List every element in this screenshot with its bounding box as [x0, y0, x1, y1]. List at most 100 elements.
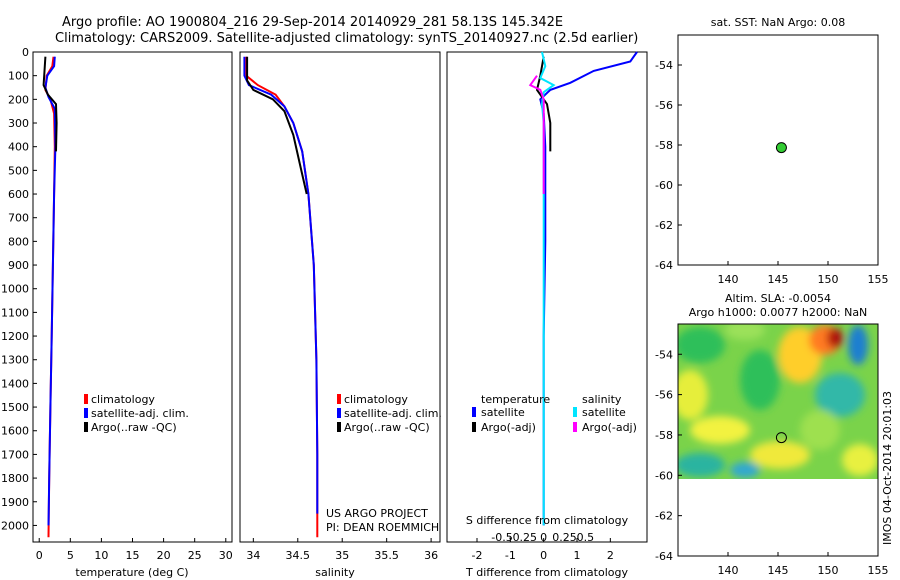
project-annotation: US ARGO PROJECT: [326, 507, 428, 520]
s-tick-label: 0.5: [577, 531, 595, 544]
y-tick-label: -64: [655, 550, 673, 563]
y-tick-label: 200: [8, 93, 29, 106]
difference-axes-frame: [446, 51, 648, 543]
x-tick-label: 150: [818, 564, 839, 577]
x-tick-label: 30: [219, 549, 233, 562]
legend-title-temperature: temperature: [481, 393, 550, 406]
y-tick-label: 1800: [1, 472, 29, 485]
x-tick-label: 5: [67, 549, 74, 562]
legend-swatch-argo: [84, 422, 88, 432]
salinity-legend: climatology satellite-adj. clim. Argo(..…: [337, 393, 442, 434]
x-tick-label: -2: [472, 549, 483, 562]
y-tick-label: 1300: [1, 354, 29, 367]
legend-label-t-satellite: satellite: [481, 406, 525, 419]
salinity-axes-frame: [239, 51, 441, 543]
salinity-panel: 34 34.5 35 35.5 36 salinity climatology sate…: [239, 51, 442, 579]
difference-panel: -2 -1 0 1 2 -0.5-0.25 0 0.25 0.5 S difference f…: [446, 51, 648, 579]
y-tick-label: -64: [655, 259, 673, 272]
legend-swatch-t-satellite: [472, 407, 476, 417]
difference-legend: temperature satellite Argo(-adj) salinit…: [472, 393, 637, 434]
x-tick-label: 34.5: [286, 549, 311, 562]
x-tick-label: 15: [126, 549, 140, 562]
y-tick-label: 1100: [1, 306, 29, 319]
x-tick-label: 140: [718, 564, 739, 577]
s-tick-label: 0.25: [552, 531, 577, 544]
y-tick-label: 1200: [1, 330, 29, 343]
header-line1: Argo profile: AO 1900804_216 29-Sep-2014…: [62, 15, 563, 30]
legend-label-s-satellite: satellite: [582, 406, 626, 419]
sla-map-title-line1: Altim. SLA: -0.0054: [725, 292, 831, 305]
y-tick-label: 2000: [1, 519, 29, 532]
argo-location-point: [775, 142, 787, 154]
x-tick-label: 1: [574, 549, 581, 562]
y-tick-label: -62: [655, 510, 673, 523]
x-tick-label: 25: [188, 549, 202, 562]
x-tick-label: 34: [246, 549, 260, 562]
salinity-xlabel: salinity: [315, 566, 355, 579]
header-line2: Climatology: CARS2009. Satellite-adjuste…: [55, 31, 638, 46]
y-tick-label: 800: [8, 235, 29, 248]
x-tick-label: 20: [157, 549, 171, 562]
legend-label-climatology: climatology: [344, 393, 408, 406]
y-tick-label: -58: [655, 139, 673, 152]
y-tick-label: 600: [8, 188, 29, 201]
legend-title-salinity: salinity: [582, 393, 622, 406]
legend-label-t-argo: Argo(-adj): [481, 421, 536, 434]
pi-annotation: PI: DEAN ROEMMICH: [326, 521, 439, 534]
x-tick-label: 35: [335, 549, 349, 562]
y-tick-label: 1900: [1, 496, 29, 509]
legend-swatch-s-satellite: [573, 407, 577, 417]
series-line-s-satellite: [539, 51, 556, 526]
x-tick-label: 10: [94, 549, 108, 562]
legend-swatch-t-argo: [472, 422, 476, 432]
sla-map-panel: Altim. SLA: -0.0054 Argo h1000: 0.0077 h…: [655, 292, 888, 577]
x-tick-label: 2: [607, 549, 614, 562]
y-tick-label: 700: [8, 212, 29, 225]
x-tick-label: -1: [505, 549, 516, 562]
y-tick-label: 0: [22, 46, 29, 59]
x-tick-label: 155: [868, 273, 889, 286]
y-tick-label: 1400: [1, 377, 29, 390]
y-tick-label: 1000: [1, 283, 29, 296]
t-difference-label: T difference from climatology: [465, 566, 628, 579]
x-tick-label: 0: [36, 549, 43, 562]
legend-label-satellite: satellite-adj. clim.: [344, 407, 442, 420]
legend-swatch-satellite: [337, 408, 341, 418]
legend-swatch-satellite: [84, 408, 88, 418]
y-tick-label: -56: [655, 389, 673, 402]
y-tick-label: 300: [8, 117, 29, 130]
y-tick-label: 1500: [1, 401, 29, 414]
temperature-xlabel: temperature (deg C): [75, 566, 188, 579]
legend-swatch-climatology: [337, 394, 341, 404]
series-line-argo-raw-qc-: [42, 56, 58, 152]
legend-swatch-climatology: [84, 394, 88, 404]
y-tick-label: 1700: [1, 448, 29, 461]
x-tick-label: 155: [868, 564, 889, 577]
legend-swatch-s-argo: [573, 422, 577, 432]
y-tick-label: -56: [655, 99, 673, 112]
y-tick-label: -60: [655, 179, 673, 192]
x-tick-label: 145: [768, 564, 789, 577]
y-tick-label: -60: [655, 469, 673, 482]
series-line-argo-raw-qc-: [246, 56, 308, 195]
legend-label-satellite: satellite-adj. clim.: [91, 407, 189, 420]
temperature-legend: climatology satellite-adj. clim. Argo(..…: [84, 393, 189, 434]
s-tick-label: -0.25: [509, 531, 537, 544]
y-tick-label: -54: [655, 348, 673, 361]
x-tick-label: 0: [540, 549, 547, 562]
legend-label-s-argo: Argo(-adj): [582, 421, 637, 434]
argo-location-point: [775, 432, 787, 444]
legend-label-climatology: climatology: [91, 393, 155, 406]
sla-heatmap: [678, 324, 878, 479]
sst-map-panel: sat. SST: NaN Argo: 0.08 -54 -56 -58 -60 -62…: [655, 16, 888, 286]
x-tick-label: 150: [818, 273, 839, 286]
y-tick-label: 1600: [1, 425, 29, 438]
y-tick-label: -54: [655, 59, 673, 72]
x-tick-label: 35.5: [374, 549, 399, 562]
y-tick-label: 900: [8, 259, 29, 272]
legend-label-argo: Argo(..raw -QC): [344, 421, 430, 434]
legend-swatch-argo: [337, 422, 341, 432]
x-tick-label: 145: [768, 273, 789, 286]
x-tick-label: 36: [424, 549, 438, 562]
